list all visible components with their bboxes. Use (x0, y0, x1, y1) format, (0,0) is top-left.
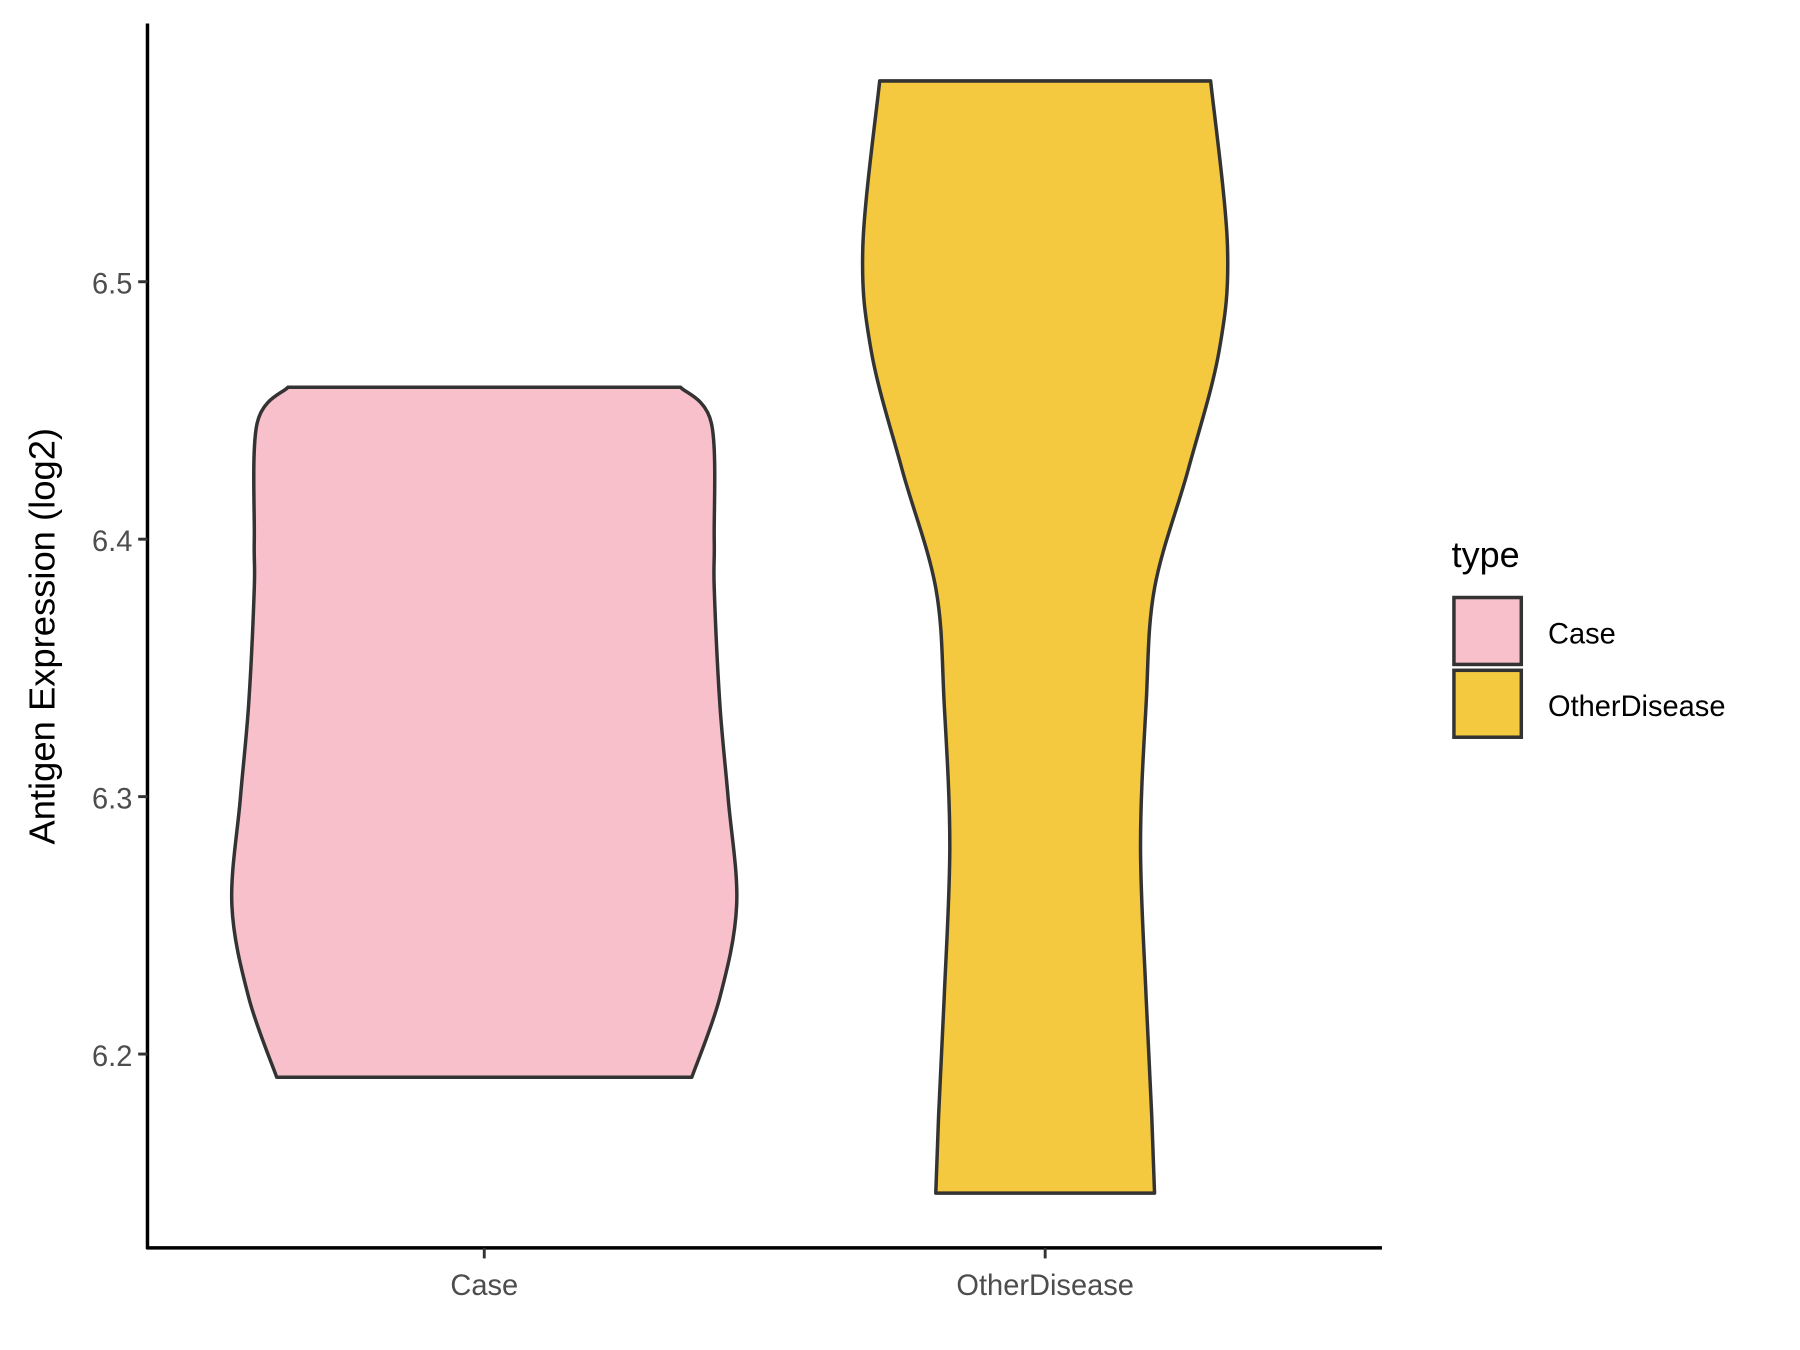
legend-key-case (1452, 595, 1524, 667)
y-tick-label: 6.4 (92, 526, 132, 558)
legend-key-otherdisease (1452, 668, 1524, 739)
violins (229, 79, 1230, 1195)
y-tick-label: 6.2 (92, 1041, 132, 1073)
y-axis-label: Antigen Expression (log2) (22, 428, 63, 845)
legend: type Case OtherDisease (1452, 534, 1725, 739)
legend-title: type (1452, 534, 1520, 575)
x-tick-label: Case (450, 1270, 518, 1302)
x-tick-label: OtherDisease (956, 1270, 1133, 1302)
violin-otherdisease (860, 79, 1230, 1195)
y-ticks: 6.2 6.3 6.4 6.5 (92, 268, 148, 1073)
y-tick-label: 6.5 (92, 268, 132, 300)
x-ticks: Case OtherDisease (450, 1247, 1134, 1302)
violin-case (229, 385, 739, 1079)
legend-label: OtherDisease (1548, 691, 1725, 723)
y-tick-label: 6.3 (92, 783, 132, 815)
legend-label: Case (1548, 618, 1616, 650)
